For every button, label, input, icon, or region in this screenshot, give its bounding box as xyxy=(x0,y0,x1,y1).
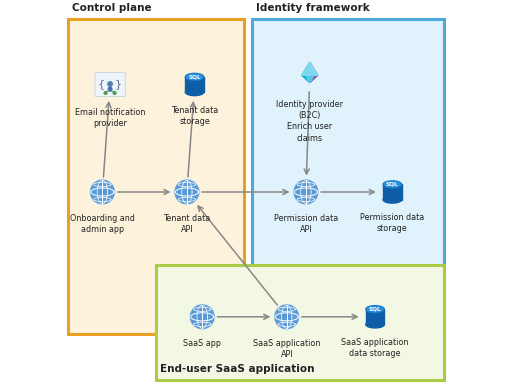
FancyBboxPatch shape xyxy=(156,265,444,380)
Text: Onboarding and
admin app: Onboarding and admin app xyxy=(70,214,135,234)
Text: SaaS app: SaaS app xyxy=(183,339,221,348)
Bar xyxy=(366,309,384,324)
Text: SQL: SQL xyxy=(188,74,201,79)
Bar xyxy=(383,184,401,200)
Circle shape xyxy=(113,91,116,94)
Ellipse shape xyxy=(367,306,383,312)
Ellipse shape xyxy=(187,74,202,79)
Polygon shape xyxy=(302,62,318,75)
Polygon shape xyxy=(306,77,313,83)
Text: Tenant data
API: Tenant data API xyxy=(163,214,210,234)
Circle shape xyxy=(108,82,112,86)
Polygon shape xyxy=(302,62,310,83)
Circle shape xyxy=(190,305,215,329)
Circle shape xyxy=(175,180,199,204)
Circle shape xyxy=(90,180,115,204)
Text: SaaS application
data storage: SaaS application data storage xyxy=(342,338,409,358)
Text: {: { xyxy=(98,79,105,89)
FancyBboxPatch shape xyxy=(68,19,245,334)
Text: SQL: SQL xyxy=(386,182,399,187)
Text: Email notification
provider: Email notification provider xyxy=(75,108,145,127)
Text: Identity framework: Identity framework xyxy=(256,3,370,13)
Circle shape xyxy=(274,305,299,329)
Text: Enrich user
claims: Enrich user claims xyxy=(287,122,332,142)
Text: End-user SaaS application: End-user SaaS application xyxy=(160,364,314,374)
Circle shape xyxy=(91,180,114,204)
Polygon shape xyxy=(310,62,318,83)
Circle shape xyxy=(175,180,199,204)
Text: Permission data
storage: Permission data storage xyxy=(360,213,424,233)
Text: Permission data
API: Permission data API xyxy=(274,214,338,234)
Ellipse shape xyxy=(383,181,401,188)
Ellipse shape xyxy=(383,196,401,203)
Bar xyxy=(185,77,204,92)
Ellipse shape xyxy=(366,306,384,313)
Circle shape xyxy=(108,87,112,91)
Text: SaaS application
API: SaaS application API xyxy=(253,339,321,359)
Circle shape xyxy=(275,305,298,328)
Ellipse shape xyxy=(185,89,204,96)
Ellipse shape xyxy=(385,182,400,187)
Circle shape xyxy=(190,305,214,328)
Text: Tenant data
storage: Tenant data storage xyxy=(171,106,218,126)
Circle shape xyxy=(294,180,318,204)
FancyBboxPatch shape xyxy=(95,72,125,97)
Circle shape xyxy=(104,91,107,94)
Text: SQL: SQL xyxy=(369,306,381,312)
Ellipse shape xyxy=(185,73,204,80)
Text: Control plane: Control plane xyxy=(72,3,152,13)
Circle shape xyxy=(294,180,317,204)
Text: }: } xyxy=(115,79,122,89)
FancyBboxPatch shape xyxy=(252,19,444,334)
Text: Identity provider
(B2C): Identity provider (B2C) xyxy=(276,100,343,120)
Ellipse shape xyxy=(366,321,384,328)
